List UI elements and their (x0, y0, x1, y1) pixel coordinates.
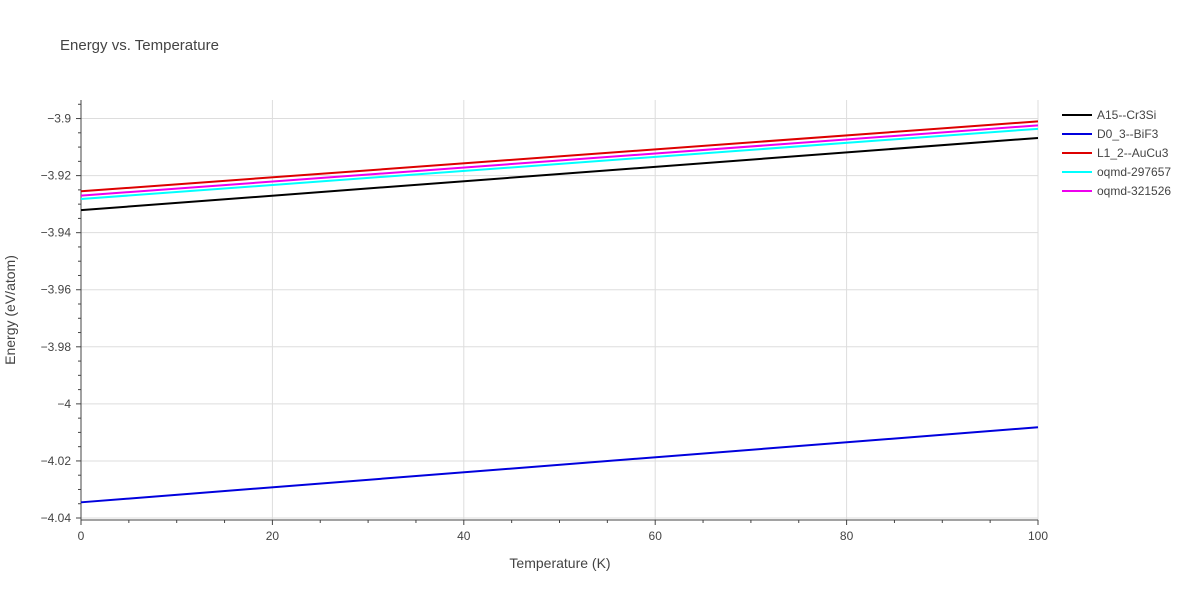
axes: 0 20 40 60 80 100 −3.9 −3.92 −3.94 −3.96 −3.98 −4 −4… (41, 100, 1048, 543)
x-tick-label: 80 (840, 529, 854, 543)
legend[interactable]: A15--Cr3Si D0_3--BiF3 L1_2--AuCu3 oqmd-2976… (1062, 108, 1171, 198)
y-tick-label: −4 (57, 397, 71, 411)
x-tick-label: 100 (1028, 529, 1048, 543)
series-line-l1-2-aucu3 (80, 120, 1039, 193)
legend-item-oqmd-321526[interactable]: oqmd-321526 (1062, 184, 1171, 198)
series-lines (80, 120, 1039, 504)
y-axis-label: Energy (eV/atom) (2, 255, 18, 365)
series-line-d0-3-bif3 (80, 426, 1039, 504)
series-line-a15-cr3si (80, 136, 1039, 212)
chart-title: Energy vs. Temperature (60, 37, 219, 54)
x-tick-label: 0 (78, 529, 85, 543)
series-line-oqmd-321526 (80, 124, 1039, 197)
legend-item-oqmd-297657[interactable]: oqmd-297657 (1062, 165, 1171, 179)
x-tick-label: 40 (457, 529, 471, 543)
legend-label: D0_3--BiF3 (1097, 127, 1159, 141)
legend-item-d0-3-bif3[interactable]: D0_3--BiF3 (1062, 127, 1159, 141)
y-tick-label: −3.96 (41, 283, 72, 297)
x-tick-label: 20 (266, 529, 280, 543)
legend-label: oqmd-297657 (1097, 165, 1171, 179)
legend-label: L1_2--AuCu3 (1097, 146, 1169, 160)
x-tick-label: 60 (649, 529, 663, 543)
y-tick-label: −4.02 (41, 454, 72, 468)
legend-label: oqmd-321526 (1097, 184, 1171, 198)
legend-item-l1-2-aucu3[interactable]: L1_2--AuCu3 (1062, 146, 1169, 160)
y-tick-label: −3.94 (41, 226, 72, 240)
y-tick-label: −3.92 (41, 169, 72, 183)
x-axis-label: Temperature (K) (509, 555, 610, 571)
y-tick-label: −4.04 (41, 511, 72, 525)
legend-label: A15--Cr3Si (1097, 108, 1156, 122)
y-tick-label: −3.9 (47, 112, 71, 126)
grid (81, 100, 1039, 520)
series-line-oqmd-297657 (80, 127, 1039, 201)
legend-item-a15-cr3si[interactable]: A15--Cr3Si (1062, 108, 1156, 122)
y-tick-label: −3.98 (41, 340, 72, 354)
